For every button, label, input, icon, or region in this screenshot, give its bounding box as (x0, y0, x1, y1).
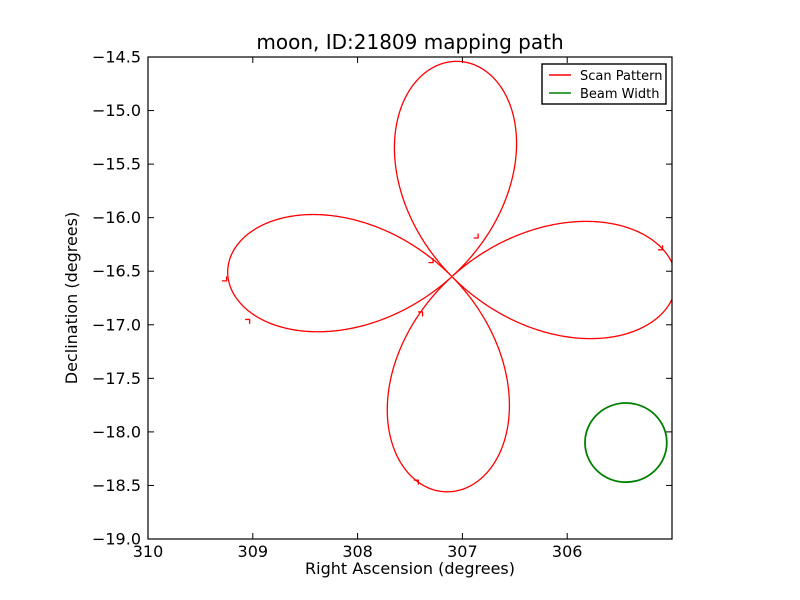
y-tick-label: −14.5 (92, 48, 141, 67)
y-tick-label: −16.5 (92, 262, 141, 281)
x-tick-label: 309 (238, 542, 269, 561)
y-tick-label: −15.5 (92, 155, 141, 174)
y-tick-label: −18.0 (92, 422, 141, 441)
scan-pattern-curve (227, 60, 672, 493)
y-tick-label: −18.5 (92, 476, 141, 495)
x-tick-label: 307 (447, 542, 478, 561)
y-tick-label: −15.0 (92, 101, 141, 120)
scan-pattern-artifact (428, 258, 434, 264)
plot-title: moon, ID:21809 mapping path (256, 30, 563, 54)
beam-width-circle (584, 402, 668, 484)
x-axis-label: Right Ascension (degrees) (305, 559, 515, 578)
axis-ticks: 310 309 308 307 306 −14.5 −15.0 −15.5 −16.0 −16.5… (92, 48, 672, 561)
scan-pattern-artifact (245, 318, 251, 325)
x-tick-label: 310 (133, 542, 164, 561)
scan-pattern-artifact (473, 233, 479, 239)
legend-label-scan-pattern: Scan Pattern (580, 69, 663, 84)
scan-pattern-artifact (413, 479, 420, 485)
scan-pattern-artifact (417, 311, 424, 317)
legend-label-beam-width: Beam Width (580, 87, 659, 102)
y-tick-label: −19.0 (92, 530, 141, 549)
legend: Scan Pattern Beam Width (541, 63, 667, 105)
plot-series (221, 60, 672, 493)
scan-pattern-artifact (657, 245, 664, 251)
y-tick-label: −16.0 (92, 208, 141, 227)
y-tick-label: −17.5 (92, 369, 141, 388)
legend-frame (541, 63, 667, 105)
plot-area-frame (147, 56, 673, 540)
x-tick-label: 308 (342, 542, 373, 561)
y-tick-label: −17.0 (92, 315, 141, 334)
y-axis-label: Declination (degrees) (62, 212, 81, 384)
x-tick-label: 306 (552, 542, 583, 561)
scan-pattern-artifact (221, 276, 228, 282)
